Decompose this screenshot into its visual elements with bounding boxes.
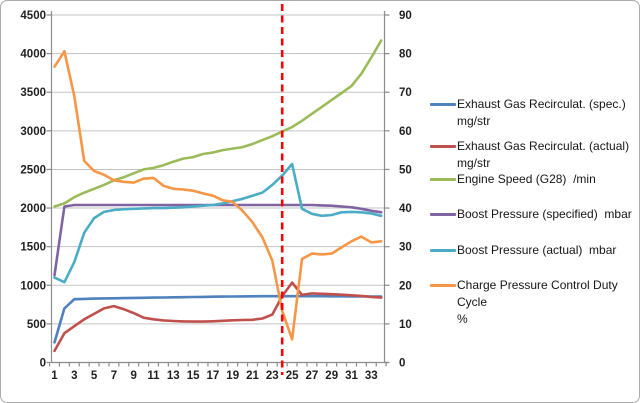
svg-text:20: 20 [399,280,412,292]
svg-text:500: 500 [27,319,46,331]
svg-text:2500: 2500 [20,164,46,176]
svg-text:25: 25 [286,370,299,382]
series-line-egr-spec [53,294,383,344]
svg-text:90: 90 [399,10,412,22]
svg-text:3500: 3500 [20,87,46,99]
svg-text:10: 10 [399,319,412,331]
series-line-boost-actual [53,162,383,284]
svg-text:2000: 2000 [20,203,46,215]
svg-text:3: 3 [71,370,77,382]
svg-text:4000: 4000 [20,49,46,61]
svg-text:80: 80 [399,49,412,61]
svg-text:5: 5 [91,370,98,382]
axis-ticks [46,14,390,367]
series-line-egr-actual [53,281,383,353]
svg-text:17: 17 [207,370,220,382]
svg-text:11: 11 [147,370,160,382]
svg-text:0: 0 [40,358,46,370]
svg-text:70: 70 [399,87,412,99]
svg-text:30: 30 [399,242,412,254]
series-line-engine-speed [53,39,383,208]
svg-text:0: 0 [399,358,405,370]
svg-text:29: 29 [325,370,338,382]
svg-text:33: 33 [365,370,378,382]
svg-text:15: 15 [187,370,200,382]
series-line-duty-cycle [53,49,383,341]
svg-text:3000: 3000 [20,126,46,138]
axes [50,11,389,364]
svg-text:7: 7 [111,370,117,382]
svg-text:1: 1 [51,370,58,382]
svg-text:60: 60 [399,126,412,138]
series-lines [53,39,383,353]
svg-text:1000: 1000 [20,280,46,292]
axis-tick-labels: 4500400035003000250020001500100050009080… [20,10,411,382]
gridlines [51,14,385,325]
svg-text:13: 13 [167,370,180,382]
svg-text:19: 19 [226,370,239,382]
svg-text:4500: 4500 [20,10,46,22]
svg-text:1500: 1500 [20,242,46,254]
svg-text:9: 9 [130,370,136,382]
svg-text:21: 21 [246,370,259,382]
svg-text:23: 23 [266,370,279,382]
svg-text:27: 27 [306,370,319,382]
svg-text:50: 50 [399,164,412,176]
svg-text:31: 31 [345,370,358,382]
svg-text:40: 40 [399,203,412,215]
